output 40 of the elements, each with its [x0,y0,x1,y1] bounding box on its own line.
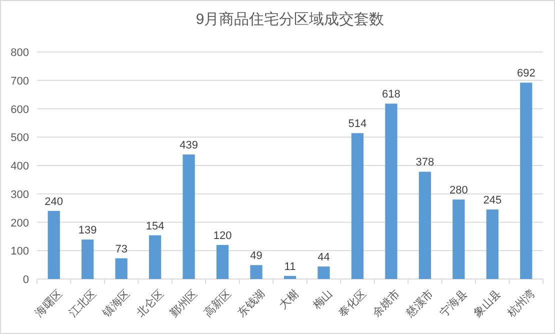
x-tick-label: 高新区 [201,287,234,320]
data-label: 280 [449,184,468,197]
x-tick-label: 江北区 [66,287,99,320]
y-tick-label: 500 [10,132,29,144]
data-label: 120 [213,230,232,242]
data-label: 11 [284,260,296,273]
data-label: 73 [115,243,128,256]
y-tick-label: 600 [10,104,29,116]
data-label: 139 [78,224,97,237]
data-label: 439 [180,139,198,152]
x-tick-label: 大榭 [276,287,302,312]
x-tick-label: 慈溪市 [402,287,436,320]
x-tick-label: 镇海区 [100,288,133,320]
y-tick-label: 400 [10,160,29,172]
data-label: 49 [250,250,262,262]
y-tick-label: 0 [22,274,29,286]
y-tick-label: 300 [10,188,29,201]
x-tick-label: 北仑区 [134,287,166,320]
data-label: 44 [318,252,330,264]
data-label: 245 [483,194,502,206]
data-label: 240 [44,196,64,208]
y-tick-label: 100 [10,246,29,258]
x-tick-label: 杭州湾 [504,287,538,320]
x-tick-label: 奉化区 [336,288,369,320]
x-tick-label: 海曙区 [33,288,66,320]
x-tick-label: 东钱湖 [234,287,268,320]
x-tick-label: 余姚市 [370,287,402,320]
x-tick-label: 宁海县 [437,287,470,320]
data-label: 618 [382,88,400,101]
y-tick-label: 700 [10,75,29,88]
data-label: 378 [416,156,434,169]
y-tick-label: 800 [10,47,29,59]
data-label: 514 [348,118,367,130]
data-label: 154 [146,220,164,232]
x-tick-label: 梅山 [309,287,335,312]
chart-title: 9月商品住宅分区域成交套数 [196,11,384,28]
x-tick-label: 象山县 [471,287,504,320]
y-tick-label: 200 [10,217,29,230]
data-label: 692 [516,68,536,80]
x-tick-label: 鄞州区 [167,287,200,320]
